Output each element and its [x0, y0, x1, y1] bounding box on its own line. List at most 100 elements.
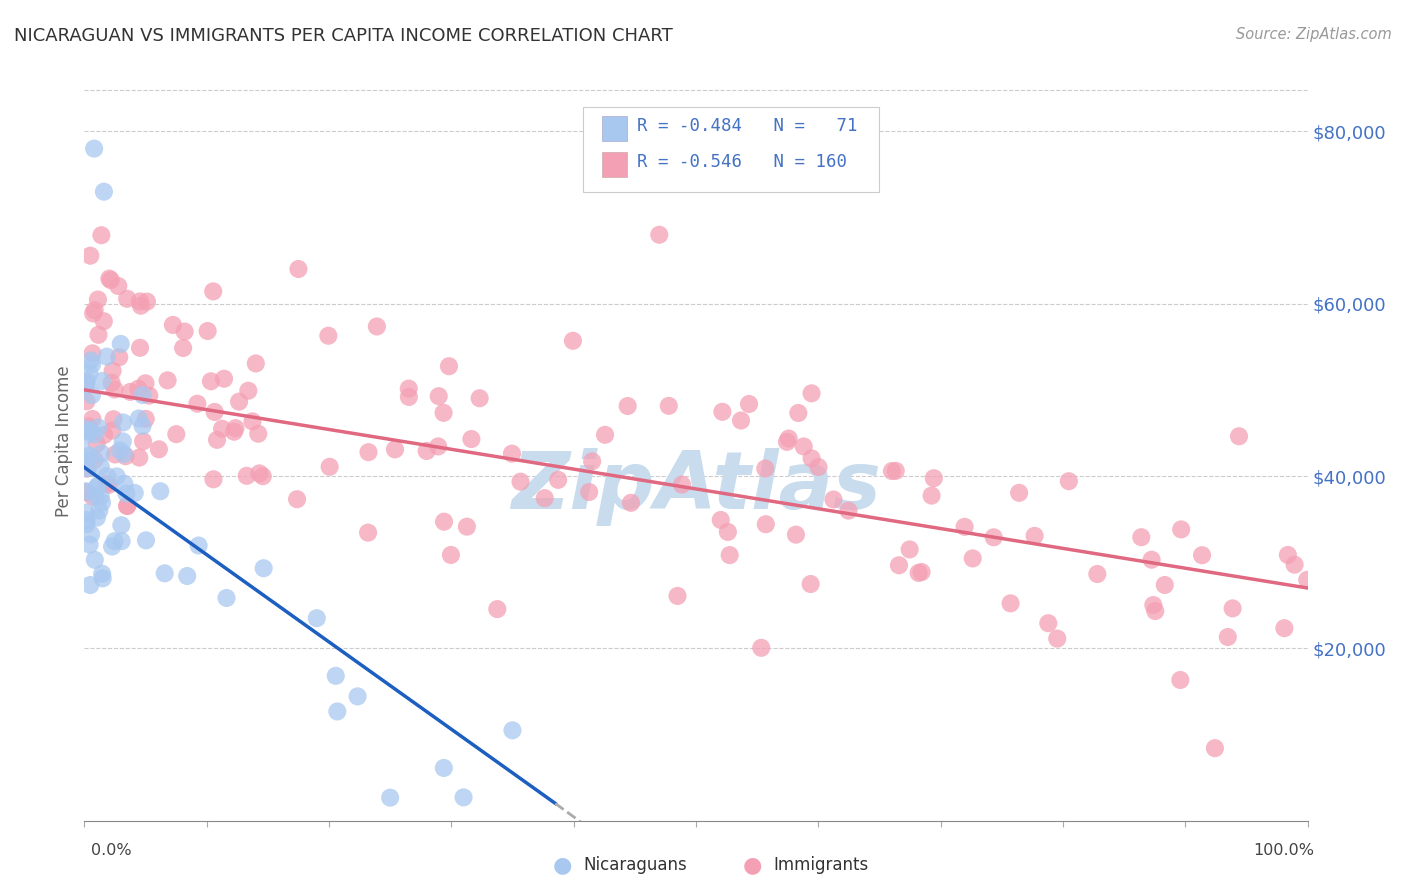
Immigrants — [717, 524, 740, 539]
Immigrants — [228, 394, 250, 409]
Immigrants — [456, 519, 478, 533]
Nicaraguans — [90, 459, 112, 474]
Text: ●: ● — [742, 855, 762, 875]
Immigrants — [318, 328, 340, 343]
Immigrants — [711, 405, 734, 419]
Immigrants — [96, 476, 118, 491]
Immigrants — [200, 374, 222, 388]
Nicaraguans — [75, 447, 97, 461]
Immigrants — [620, 496, 643, 510]
Nicaraguans — [91, 566, 114, 581]
Text: Immigrants: Immigrants — [773, 856, 869, 874]
Immigrants — [785, 527, 807, 541]
Immigrants — [93, 314, 115, 328]
Nicaraguans — [91, 495, 114, 509]
Nicaraguans — [84, 481, 107, 495]
Immigrants — [1170, 523, 1192, 537]
Immigrants — [202, 285, 225, 299]
Text: ZipAtlas: ZipAtlas — [510, 448, 882, 526]
Immigrants — [433, 515, 456, 529]
Immigrants — [486, 602, 509, 616]
Immigrants — [76, 423, 98, 437]
Immigrants — [115, 292, 138, 306]
Immigrants — [616, 399, 638, 413]
Immigrants — [1038, 616, 1060, 631]
Immigrants — [222, 425, 245, 439]
Immigrants — [1046, 632, 1069, 646]
Nicaraguans — [176, 569, 198, 583]
Immigrants — [755, 517, 778, 532]
Immigrants — [1274, 621, 1296, 635]
Immigrants — [432, 406, 454, 420]
Immigrants — [1216, 630, 1239, 644]
Nicaraguans — [108, 443, 131, 458]
Immigrants — [1144, 604, 1167, 618]
Nicaraguans — [433, 761, 456, 775]
Immigrants — [148, 442, 170, 457]
Immigrants — [898, 542, 921, 557]
Immigrants — [776, 434, 799, 449]
Nicaraguans — [105, 469, 128, 483]
Immigrants — [1222, 601, 1244, 615]
Immigrants — [101, 364, 124, 378]
Immigrants — [75, 376, 97, 390]
Immigrants — [509, 475, 531, 489]
Nicaraguans — [75, 484, 97, 499]
Immigrants — [1085, 567, 1108, 582]
Nicaraguans — [128, 411, 150, 425]
Immigrants — [138, 389, 160, 403]
Immigrants — [205, 433, 228, 447]
Immigrants — [82, 412, 104, 426]
Nicaraguans — [79, 366, 101, 380]
Immigrants — [887, 558, 910, 573]
Immigrants — [87, 293, 110, 307]
Immigrants — [115, 499, 138, 513]
Immigrants — [415, 444, 437, 458]
Immigrants — [1008, 486, 1031, 500]
Nicaraguans — [83, 142, 105, 156]
Nicaraguans — [326, 705, 349, 719]
Text: R = -0.484   N =   71: R = -0.484 N = 71 — [637, 117, 858, 135]
Immigrants — [107, 279, 129, 293]
Immigrants — [357, 525, 380, 540]
Immigrants — [1142, 598, 1164, 612]
Immigrants — [127, 382, 149, 396]
Nicaraguans — [75, 422, 97, 436]
Nicaraguans — [149, 484, 172, 499]
Nicaraguans — [93, 185, 115, 199]
Immigrants — [880, 464, 903, 478]
Immigrants — [252, 469, 274, 483]
Immigrants — [440, 548, 463, 562]
Immigrants — [921, 489, 943, 503]
Immigrants — [165, 427, 187, 442]
Nicaraguans — [112, 416, 135, 430]
Immigrants — [823, 492, 845, 507]
Immigrants — [962, 551, 984, 566]
Immigrants — [245, 356, 267, 370]
Y-axis label: Per Capita Income: Per Capita Income — [55, 366, 73, 517]
Nicaraguans — [215, 591, 238, 605]
Immigrants — [398, 382, 420, 396]
Text: NICARAGUAN VS IMMIGRANTS PER CAPITA INCOME CORRELATION CHART: NICARAGUAN VS IMMIGRANTS PER CAPITA INCO… — [14, 27, 673, 45]
Nicaraguans — [80, 388, 103, 402]
Nicaraguans — [346, 690, 368, 704]
Immigrants — [75, 461, 97, 475]
Immigrants — [318, 459, 340, 474]
Nicaraguans — [104, 534, 127, 549]
Nicaraguans — [79, 578, 101, 592]
Nicaraguans — [79, 538, 101, 552]
Immigrants — [533, 491, 555, 506]
Immigrants — [501, 447, 523, 461]
Nicaraguans — [111, 434, 134, 449]
Nicaraguans — [90, 446, 112, 460]
Immigrants — [907, 566, 929, 580]
Immigrants — [77, 419, 100, 434]
Immigrants — [242, 414, 264, 428]
Immigrants — [238, 384, 260, 398]
Nicaraguans — [253, 561, 276, 575]
Nicaraguans — [96, 469, 118, 483]
Immigrants — [357, 445, 380, 459]
Immigrants — [129, 294, 152, 309]
Immigrants — [128, 450, 150, 465]
Immigrants — [1057, 474, 1080, 488]
